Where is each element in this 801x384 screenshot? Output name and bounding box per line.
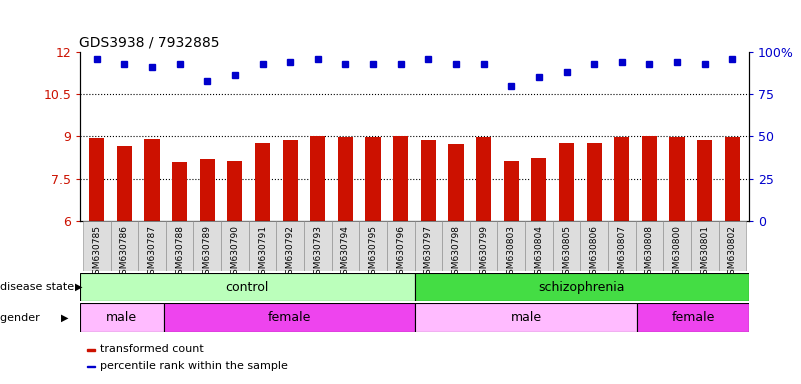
Text: GSM630786: GSM630786: [120, 225, 129, 280]
Bar: [387, 221, 415, 271]
Bar: [80, 303, 163, 332]
Bar: [304, 221, 332, 271]
Text: GSM630791: GSM630791: [258, 225, 267, 280]
Bar: [138, 221, 166, 271]
Text: GSM630801: GSM630801: [700, 225, 709, 280]
Text: schizophrenia: schizophrenia: [538, 281, 625, 293]
Text: ▶: ▶: [74, 282, 82, 292]
Bar: [199, 159, 215, 221]
Bar: [608, 221, 636, 271]
Bar: [586, 142, 602, 221]
Bar: [166, 221, 193, 271]
Bar: [310, 136, 325, 221]
Text: GDS3938 / 7932885: GDS3938 / 7932885: [79, 35, 220, 49]
Bar: [415, 273, 749, 301]
Text: GSM630798: GSM630798: [452, 225, 461, 280]
Bar: [221, 221, 248, 271]
Bar: [332, 221, 359, 271]
Bar: [80, 273, 415, 301]
Text: GSM630807: GSM630807: [618, 225, 626, 280]
Text: control: control: [226, 281, 269, 293]
Text: disease state: disease state: [0, 282, 78, 292]
Bar: [525, 221, 553, 271]
Text: male: male: [107, 311, 138, 324]
Text: female: female: [268, 311, 311, 324]
Text: GSM630803: GSM630803: [507, 225, 516, 280]
Text: GSM630805: GSM630805: [562, 225, 571, 280]
Bar: [442, 221, 470, 271]
Text: transformed count: transformed count: [100, 344, 204, 354]
Bar: [87, 349, 95, 351]
Bar: [248, 221, 276, 271]
Bar: [255, 143, 270, 221]
Text: GSM630800: GSM630800: [673, 225, 682, 280]
Bar: [415, 303, 638, 332]
Bar: [581, 221, 608, 271]
Text: GSM630795: GSM630795: [368, 225, 377, 280]
Bar: [663, 221, 691, 271]
Text: female: female: [671, 311, 714, 324]
Bar: [697, 140, 712, 221]
Text: GSM630785: GSM630785: [92, 225, 101, 280]
Bar: [338, 137, 353, 221]
Text: male: male: [510, 311, 541, 324]
Bar: [559, 142, 574, 221]
Text: ▶: ▶: [61, 313, 68, 323]
Bar: [718, 221, 747, 271]
Text: percentile rank within the sample: percentile rank within the sample: [100, 361, 288, 371]
Bar: [614, 137, 630, 221]
Bar: [449, 144, 464, 221]
Text: GSM630793: GSM630793: [313, 225, 322, 280]
Text: GSM630790: GSM630790: [231, 225, 239, 280]
Bar: [283, 140, 298, 221]
Bar: [421, 140, 436, 221]
Text: GSM630789: GSM630789: [203, 225, 211, 280]
Text: GSM630808: GSM630808: [645, 225, 654, 280]
Text: gender: gender: [0, 313, 43, 323]
Bar: [670, 137, 685, 221]
Text: GSM630804: GSM630804: [534, 225, 543, 280]
Bar: [476, 137, 491, 221]
Bar: [193, 221, 221, 271]
Bar: [117, 146, 132, 221]
Bar: [393, 136, 409, 221]
Bar: [470, 221, 497, 271]
Bar: [227, 161, 243, 221]
Bar: [638, 303, 749, 332]
Text: GSM630792: GSM630792: [286, 225, 295, 280]
Text: GSM630797: GSM630797: [424, 225, 433, 280]
Bar: [365, 137, 380, 221]
Bar: [111, 221, 138, 271]
Bar: [497, 221, 525, 271]
Text: GSM630787: GSM630787: [147, 225, 156, 280]
Text: GSM630802: GSM630802: [728, 225, 737, 280]
Text: GSM630788: GSM630788: [175, 225, 184, 280]
Text: GSM630799: GSM630799: [479, 225, 488, 280]
Bar: [172, 162, 187, 221]
Bar: [276, 221, 304, 271]
Bar: [415, 221, 442, 271]
Bar: [553, 221, 581, 271]
Bar: [144, 139, 159, 221]
Bar: [163, 303, 415, 332]
Bar: [359, 221, 387, 271]
Text: GSM630806: GSM630806: [590, 225, 598, 280]
Bar: [725, 137, 740, 221]
Text: GSM630794: GSM630794: [341, 225, 350, 280]
Bar: [636, 221, 663, 271]
Bar: [83, 221, 111, 271]
Text: GSM630796: GSM630796: [396, 225, 405, 280]
Bar: [642, 136, 657, 221]
Bar: [87, 366, 95, 367]
Bar: [691, 221, 718, 271]
Bar: [504, 161, 519, 221]
Bar: [89, 138, 104, 221]
Bar: [531, 158, 546, 221]
